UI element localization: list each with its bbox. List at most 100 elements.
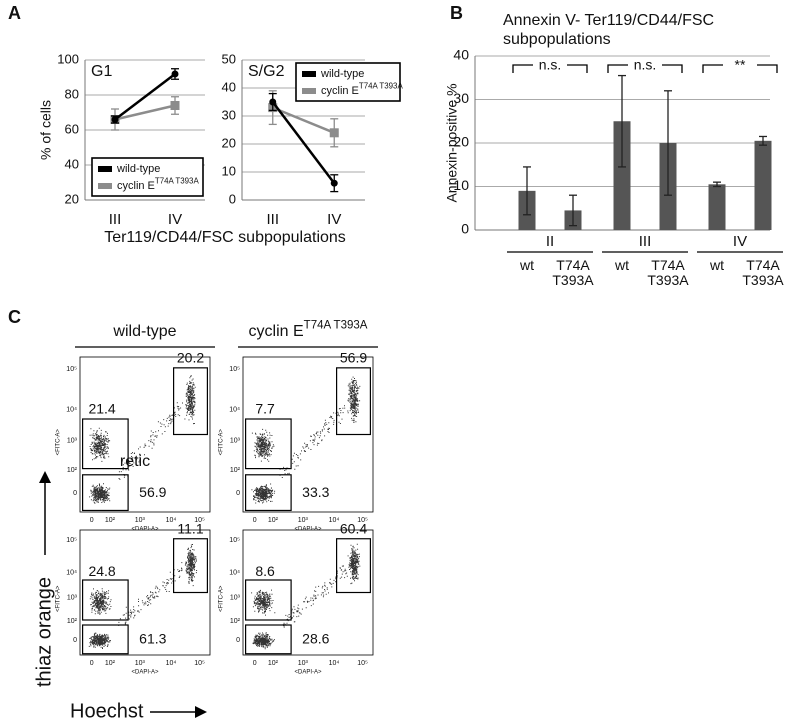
y-axis-label: % of cells [38, 100, 54, 160]
y-tick-label: 10³ [230, 594, 241, 601]
y-tick-label: 80 [65, 86, 79, 101]
group-label: III [639, 233, 652, 250]
panel-label: B [450, 3, 463, 23]
x-tick-label: 10³ [135, 517, 146, 524]
x-tick-label: III [109, 211, 122, 228]
bar [613, 121, 631, 230]
annotation: n.s. [634, 57, 657, 73]
label: wild-type [112, 323, 176, 340]
y-tick-label: 20 [453, 134, 469, 150]
x-tick-label: 10³ [298, 517, 309, 524]
legend-box [295, 62, 401, 102]
chart-title: Annexin V- Ter119/CD44/FSC subpopulation… [503, 12, 715, 48]
y-tick-label: 10 [222, 163, 236, 178]
gate [245, 474, 292, 512]
y-tick-label: 10³ [67, 594, 78, 601]
panel-label: C [8, 307, 21, 327]
bracket [702, 64, 778, 73]
gate-percent: 28.6 [302, 631, 329, 647]
x-tick-label: 0 [90, 660, 94, 667]
gate-percent: 24.8 [88, 563, 115, 579]
x-channel-label: <DAPI-A> [131, 670, 159, 676]
gate-percent: 56.9 [139, 484, 166, 500]
legend-swatch [302, 88, 316, 94]
event-dots [251, 376, 361, 504]
gate [81, 579, 129, 621]
y-tick-label: 0 [73, 490, 77, 497]
x-tick-label: 0 [253, 517, 257, 524]
gate [81, 418, 129, 470]
label-superscript: T74A T393A [155, 177, 200, 186]
point [329, 128, 339, 138]
gate [173, 367, 209, 436]
y-channel-label: <FITC-A> [56, 429, 62, 456]
label: cyclin ET74A T393A [249, 320, 368, 341]
error-bar [618, 74, 626, 168]
y-tick-label: 10³ [67, 438, 78, 445]
legend [295, 62, 401, 102]
y-tick-label: 10² [230, 618, 241, 625]
x-tick-label: 0 [90, 517, 94, 524]
x-tick-label: 10³ [135, 660, 146, 667]
legend-swatch [98, 183, 112, 189]
x-tick-label: 10³ [298, 660, 309, 667]
x-channel-label: <DAPI-A> [294, 670, 322, 676]
label-superscript: T74A T393A [359, 82, 404, 91]
chart-title: G1 [91, 63, 112, 80]
x-tick-label: 10⁵ [357, 517, 368, 524]
legend [91, 157, 204, 197]
x-tick-label: 10⁴ [166, 660, 177, 667]
y-tick-label: 10⁴ [66, 407, 77, 414]
legend-swatch [302, 71, 316, 77]
y-channel-label: <FITC-A> [56, 585, 62, 612]
y-tick-label: 10⁵ [66, 537, 77, 544]
y-tick-label: 10⁴ [229, 407, 240, 414]
label-text: wild-type [112, 323, 176, 340]
y-axis-label: thiaz orange [33, 577, 55, 687]
x-axis-label: Ter119/CD44/FSC subpopulations [104, 229, 346, 246]
gate-percent: 7.7 [255, 400, 275, 416]
error-bar [759, 135, 767, 146]
y-tick-label: 10⁴ [229, 569, 240, 576]
y-tick-label: 10⁵ [229, 537, 240, 544]
annotation: retic [120, 453, 150, 470]
x-tick-label: III [266, 211, 279, 228]
label-text: cyclin E [249, 323, 304, 340]
event-dots [89, 375, 196, 504]
x-tick-label: T74A T393A [647, 257, 689, 288]
y-tick-label: 0 [236, 490, 240, 497]
error-bar [664, 90, 672, 196]
bar [708, 184, 726, 230]
error-bar [569, 194, 577, 227]
y-channel-label: <FITC-A> [219, 585, 225, 612]
y-tick-label: 10² [230, 467, 241, 474]
gate [245, 418, 292, 470]
x-tick-label: 0 [253, 660, 257, 667]
y-tick-label: 30 [222, 107, 236, 122]
gate [81, 624, 129, 655]
label: cyclin ET74A T393A [117, 177, 199, 192]
legend-swatch [98, 166, 112, 172]
y-tick-label: 10⁴ [66, 569, 77, 576]
gate-percent: 56.9 [340, 350, 367, 366]
y-tick-label: 20 [222, 135, 236, 150]
gate [336, 538, 372, 594]
point [170, 101, 180, 110]
point [269, 98, 277, 106]
x-tick-label: 10⁵ [357, 660, 368, 667]
x-tick-label: 10⁵ [194, 660, 205, 667]
x-tick-label: wt [710, 257, 724, 273]
x-tick-label: 10² [268, 660, 279, 667]
gate [245, 624, 292, 655]
x-tick-label: 10⁴ [166, 517, 177, 524]
point [330, 179, 338, 187]
y-tick-label: 0 [461, 221, 469, 237]
error-bar [523, 166, 531, 216]
x-channel-label: <DAPI-A> [131, 527, 159, 533]
y-tick-label: 40 [453, 47, 469, 63]
y-tick-label: 0 [73, 637, 77, 644]
x-tick-label: 10² [105, 517, 116, 524]
bracket [512, 64, 588, 73]
y-tick-label: 20 [65, 191, 79, 206]
